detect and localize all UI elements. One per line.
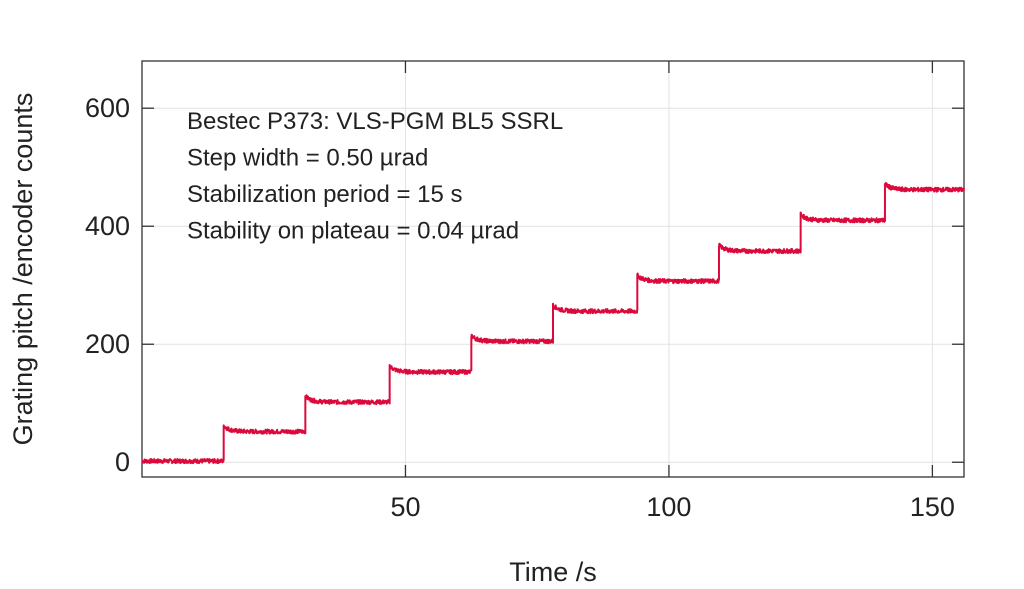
axis-ticks: 50 100 150 0 200 400 600 — [85, 61, 964, 522]
annotation-line: Bestec P373: VLS-PGM BL5 SSRL — [187, 108, 563, 135]
annotation-line: Step width = 0.50 µrad — [187, 145, 428, 172]
y-tick-label: 200 — [85, 329, 130, 359]
x-tick-label: 150 — [910, 492, 955, 522]
plot-frame — [141, 60, 965, 478]
annotation-line: Stability on plateau = 0.04 µrad — [187, 218, 519, 245]
series-line — [141, 182, 965, 465]
series-group — [141, 182, 965, 465]
grid-lines — [142, 61, 964, 477]
x-tick-label: 50 — [390, 492, 420, 522]
y-tick-label: 0 — [115, 447, 130, 477]
y-tick-label: 400 — [85, 211, 130, 241]
annotation-block: Bestec P373: VLS-PGM BL5 SSRL Step width … — [187, 108, 563, 245]
x-tick-label: 100 — [646, 492, 691, 522]
y-axis-label: Grating pitch /encoder counts — [8, 93, 38, 446]
x-axis-label: Time /s — [509, 557, 597, 587]
y-tick-label: 600 — [85, 93, 130, 123]
annotation-line: Stabilization period = 15 s — [187, 181, 463, 208]
